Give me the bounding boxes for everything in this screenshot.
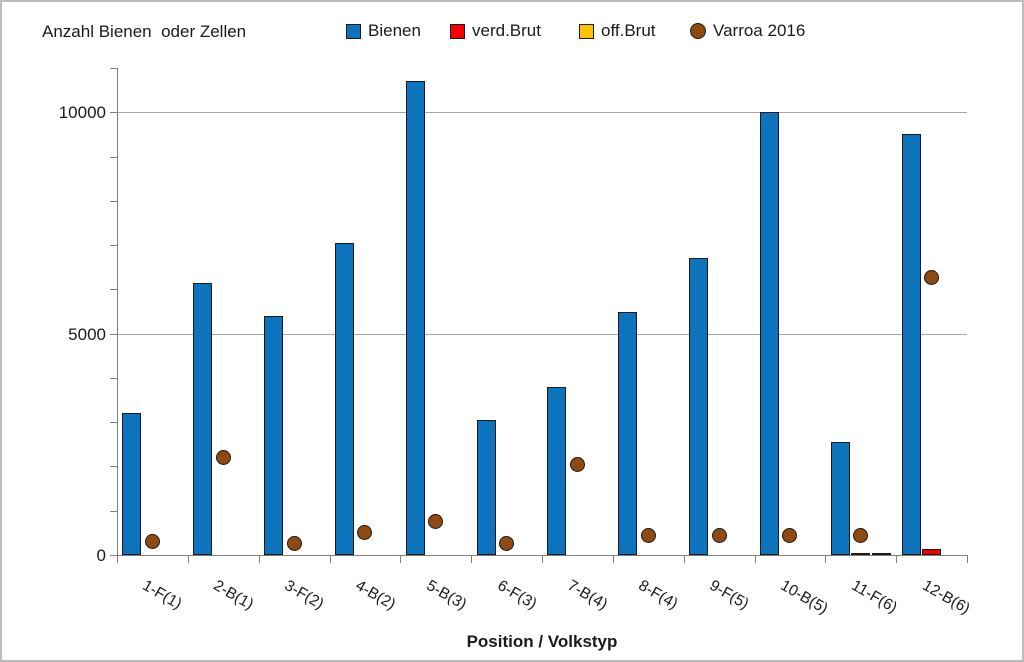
legend-item-bienen: Bienen: [346, 21, 421, 41]
bar-bienen: [476, 419, 496, 555]
y-tick: [110, 422, 117, 424]
bar-bienen: [264, 315, 284, 555]
x-category-label: 6-F(3): [494, 577, 540, 613]
legend-item-varroa: Varroa 2016: [690, 21, 805, 41]
varroa-point: [428, 514, 444, 530]
x-tick: [400, 555, 402, 563]
x-category-label: 2-B(1): [210, 577, 257, 614]
bar-bienen: [122, 413, 142, 555]
x-category-label: 12-B(6): [919, 577, 973, 618]
varroa-point: [924, 269, 940, 285]
bar-bienen: [334, 242, 354, 555]
x-category-label: 7-B(4): [564, 577, 611, 614]
bar-verd-brut: [851, 552, 871, 555]
y-tick: [110, 245, 117, 247]
bar-bienen: [901, 134, 921, 555]
legend-label: off.Brut: [601, 21, 656, 40]
y-tick: [110, 510, 117, 512]
y-tick: [110, 112, 117, 114]
bar-bienen: [193, 282, 213, 555]
x-category-label: 1-F(1): [139, 577, 185, 613]
bar-bienen: [759, 112, 779, 555]
x-tick: [896, 555, 898, 563]
bar-bienen: [689, 258, 709, 555]
legend-label: Varroa 2016: [713, 21, 806, 40]
x-axis-title: Position / Volkstyp: [466, 632, 618, 651]
x-category-label: 4-B(2): [352, 577, 399, 614]
x-tick: [754, 555, 756, 563]
varroa-point: [711, 527, 727, 543]
y-tick: [110, 555, 117, 556]
x-category-label: 9-F(5): [706, 577, 752, 613]
off-brut-swatch-icon: [579, 23, 594, 39]
varroa-point: [215, 450, 231, 466]
y-tick-label: 10000: [58, 103, 106, 123]
gridline: [117, 112, 967, 114]
legend-label: Bienen: [368, 21, 421, 40]
y-tick: [110, 156, 117, 158]
y-tick: [110, 377, 117, 379]
varroa-point: [640, 527, 656, 543]
x-category-label: 11-F(6): [848, 577, 900, 617]
x-tick: [258, 555, 260, 563]
bar-bienen: [618, 311, 638, 555]
varroa-point: [569, 456, 585, 472]
legend-item-off-brut: off.Brut: [579, 21, 656, 41]
x-tick: [542, 555, 543, 563]
x-tick: [683, 555, 685, 563]
bar-bienen: [405, 81, 425, 555]
varroa-point: [499, 536, 515, 552]
x-category-label: 3-F(2): [281, 577, 327, 613]
x-tick: [187, 555, 189, 563]
x-category-label: 10-B(5): [777, 577, 831, 618]
bienen-swatch-icon: [346, 23, 361, 39]
y-axis-line: [117, 68, 118, 556]
legend-item-verd-brut: verd.Brut: [450, 21, 541, 41]
x-tick: [825, 555, 827, 563]
y-tick-label: 0: [96, 546, 106, 565]
varroa-point: [357, 525, 373, 541]
y-tick: [110, 68, 117, 69]
y-tick: [110, 289, 117, 291]
gridline: [117, 333, 967, 335]
bar-off-brut: [871, 553, 891, 556]
x-category-label: 5-B(3): [423, 577, 470, 614]
bar-bienen: [547, 386, 567, 555]
x-tick: [967, 555, 968, 563]
bar-bienen: [830, 442, 850, 555]
x-tick: [612, 555, 614, 563]
chart-title: Anzahl Bienen oder Zellen: [42, 22, 247, 41]
x-tick: [471, 555, 473, 563]
verd-brut-swatch-icon: [450, 23, 465, 39]
bar-verd-brut: [922, 549, 942, 555]
varroa-point: [853, 527, 869, 543]
y-tick-label: 5000: [68, 324, 106, 344]
x-tick: [117, 555, 118, 563]
x-tick: [329, 555, 331, 563]
x-category-label: 8-F(4): [635, 577, 681, 613]
legend-label: verd.Brut: [472, 21, 541, 40]
varroa-swatch-icon: [690, 23, 706, 39]
varroa-point: [144, 534, 160, 550]
varroa-point: [782, 527, 798, 543]
y-tick: [110, 466, 117, 468]
varroa-point: [286, 536, 302, 552]
y-tick: [110, 333, 117, 335]
legend: Bienen verd.Brut off.Brut Varroa 2016: [2, 21, 1022, 45]
y-tick: [110, 200, 117, 202]
